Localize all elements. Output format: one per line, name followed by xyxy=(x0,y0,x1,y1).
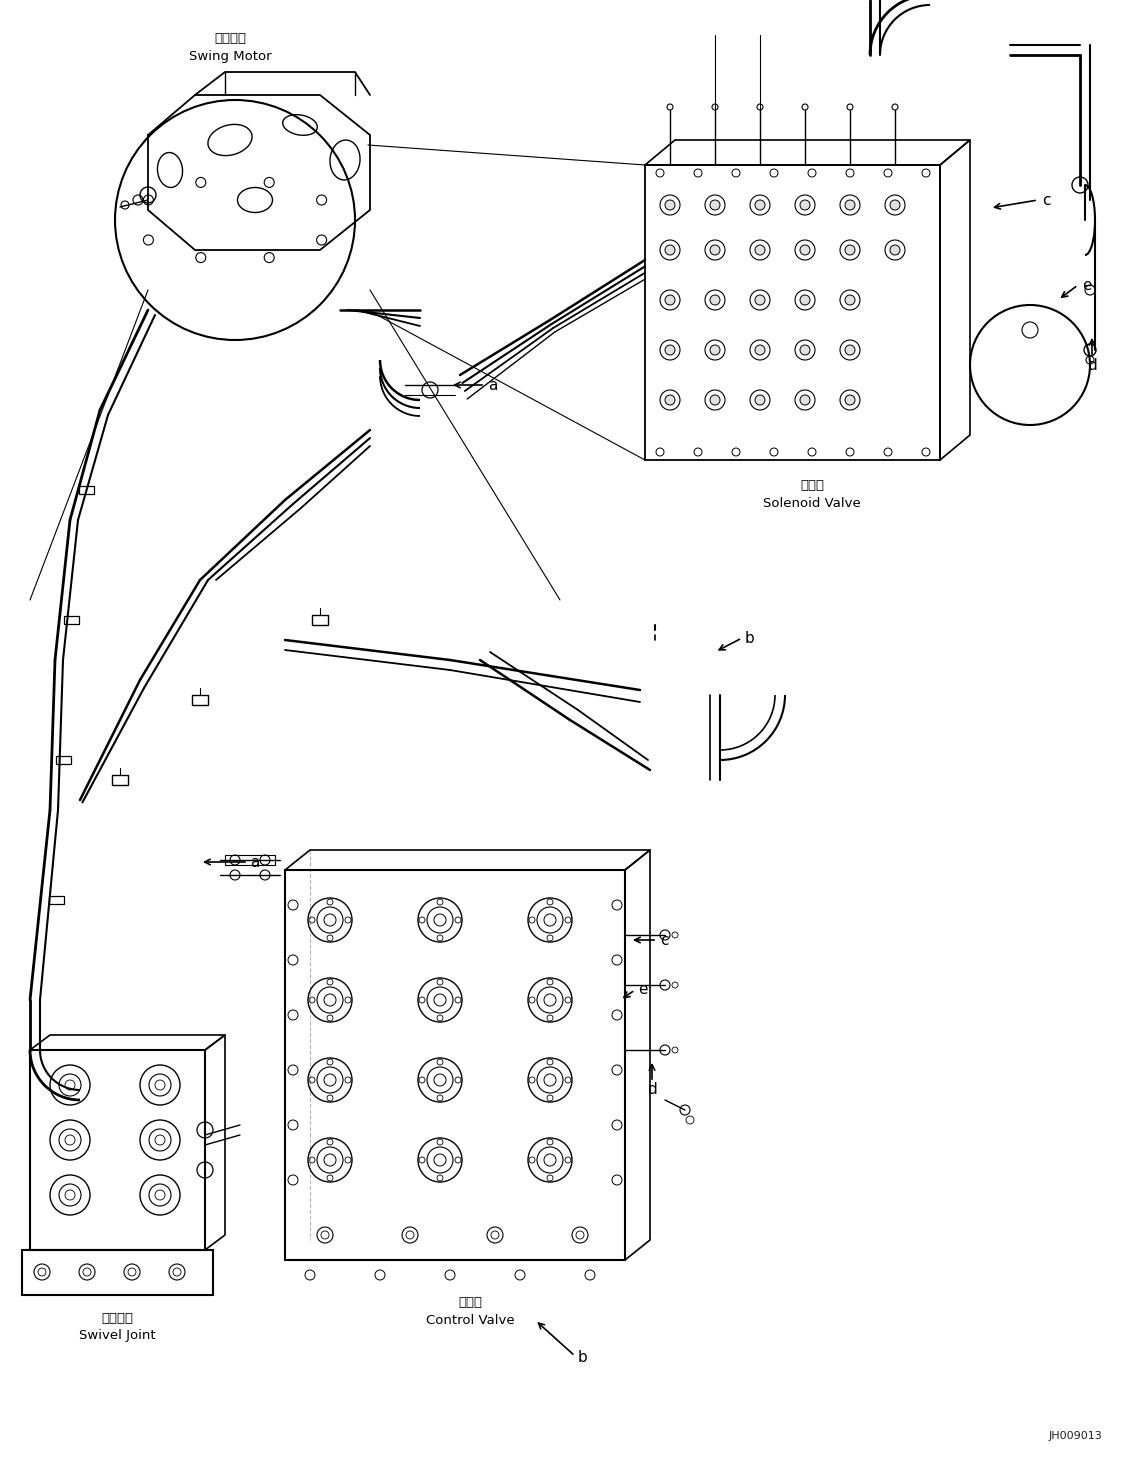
Text: b: b xyxy=(578,1351,588,1366)
Circle shape xyxy=(710,395,720,406)
Circle shape xyxy=(890,200,899,210)
Text: 控制阀: 控制阀 xyxy=(458,1296,482,1309)
Text: 回转马达: 回转马达 xyxy=(214,32,246,45)
Circle shape xyxy=(710,295,720,305)
Bar xyxy=(312,616,328,624)
Text: 回转接头: 回转接头 xyxy=(101,1312,133,1325)
Bar xyxy=(225,855,275,865)
Circle shape xyxy=(665,200,675,210)
Circle shape xyxy=(845,395,855,406)
Text: Solenoid Valve: Solenoid Valve xyxy=(763,496,861,509)
Circle shape xyxy=(665,295,675,305)
Text: c: c xyxy=(1042,193,1050,207)
Circle shape xyxy=(710,344,720,355)
Circle shape xyxy=(665,344,675,355)
Text: Swivel Joint: Swivel Joint xyxy=(79,1329,155,1342)
Text: b: b xyxy=(746,630,755,645)
Circle shape xyxy=(665,395,675,406)
Text: a: a xyxy=(250,855,260,870)
Text: e: e xyxy=(1082,277,1091,292)
Text: c: c xyxy=(660,932,668,947)
Text: e: e xyxy=(638,982,648,998)
Bar xyxy=(56,756,71,765)
Text: d: d xyxy=(648,1083,657,1097)
Circle shape xyxy=(800,395,811,406)
Circle shape xyxy=(845,200,855,210)
Bar xyxy=(22,1250,213,1296)
Circle shape xyxy=(800,200,811,210)
Circle shape xyxy=(800,344,811,355)
Bar xyxy=(285,870,625,1261)
Circle shape xyxy=(845,295,855,305)
Circle shape xyxy=(755,245,765,255)
Circle shape xyxy=(755,200,765,210)
Text: JH009013: JH009013 xyxy=(1048,1431,1102,1441)
Circle shape xyxy=(800,245,811,255)
Circle shape xyxy=(755,344,765,355)
Bar xyxy=(79,486,93,495)
Text: Control Valve: Control Valve xyxy=(425,1313,514,1326)
Bar xyxy=(64,616,79,624)
Circle shape xyxy=(800,295,811,305)
Circle shape xyxy=(665,245,675,255)
Bar xyxy=(30,1050,205,1250)
Text: Swing Motor: Swing Motor xyxy=(189,50,271,63)
Circle shape xyxy=(710,200,720,210)
Circle shape xyxy=(845,344,855,355)
Circle shape xyxy=(845,245,855,255)
Circle shape xyxy=(890,245,899,255)
Circle shape xyxy=(710,245,720,255)
Text: 电磁阀: 电磁阀 xyxy=(800,479,824,492)
Text: a: a xyxy=(488,378,497,392)
Bar xyxy=(192,694,207,705)
Bar xyxy=(112,775,128,785)
Bar xyxy=(645,165,940,460)
Bar xyxy=(49,896,64,905)
Circle shape xyxy=(755,295,765,305)
Text: d: d xyxy=(1088,357,1097,372)
Circle shape xyxy=(755,395,765,406)
